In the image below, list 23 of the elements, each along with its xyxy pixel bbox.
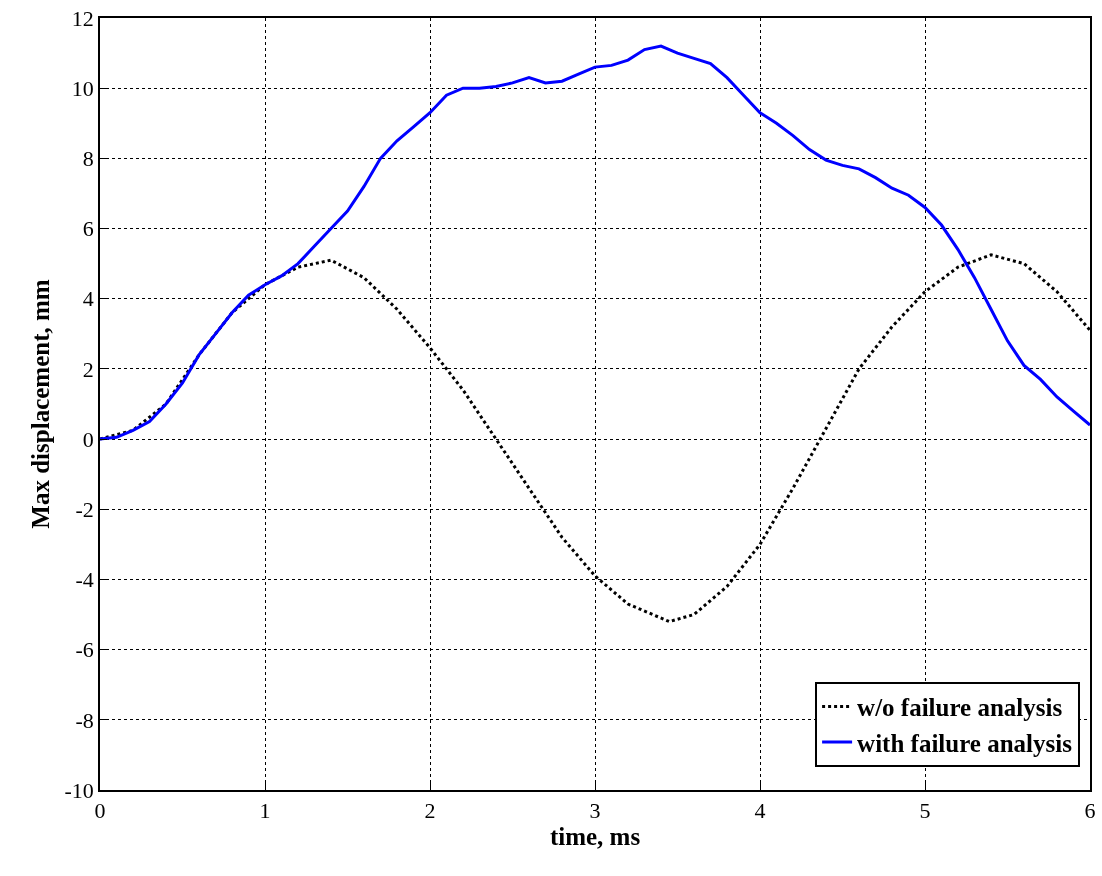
y-tick-label: 6	[82, 216, 94, 242]
legend-label: with failure analysis	[857, 729, 1073, 757]
y-tick-label: -6	[75, 637, 94, 663]
x-tick-label: 3	[589, 798, 601, 824]
y-tick-label: -8	[75, 707, 94, 733]
y-tick-label: 10	[71, 75, 94, 101]
x-tick-label: 6	[1084, 798, 1096, 824]
x-tick-label: 5	[919, 798, 931, 824]
y-tick-label: -4	[75, 567, 94, 593]
y-tick-label: 0	[82, 426, 94, 452]
y-tick-label: -10	[64, 777, 94, 803]
x-tick-label: 1	[259, 798, 271, 824]
y-tick-label: 12	[71, 5, 94, 31]
legend-label: w/o failure analysis	[857, 694, 1063, 722]
y-tick-label: 2	[82, 356, 94, 382]
y-axis-title: Max displacement, mm	[26, 279, 54, 529]
x-tick-label: 4	[754, 798, 766, 824]
x-axis-title: time, ms	[549, 823, 641, 851]
y-tick-label: 8	[82, 146, 94, 172]
line-series	[100, 44, 1090, 441]
x-tick-label: 2	[424, 798, 436, 824]
y-tick-label: 4	[82, 286, 94, 312]
y-tick-label: -2	[75, 496, 94, 522]
